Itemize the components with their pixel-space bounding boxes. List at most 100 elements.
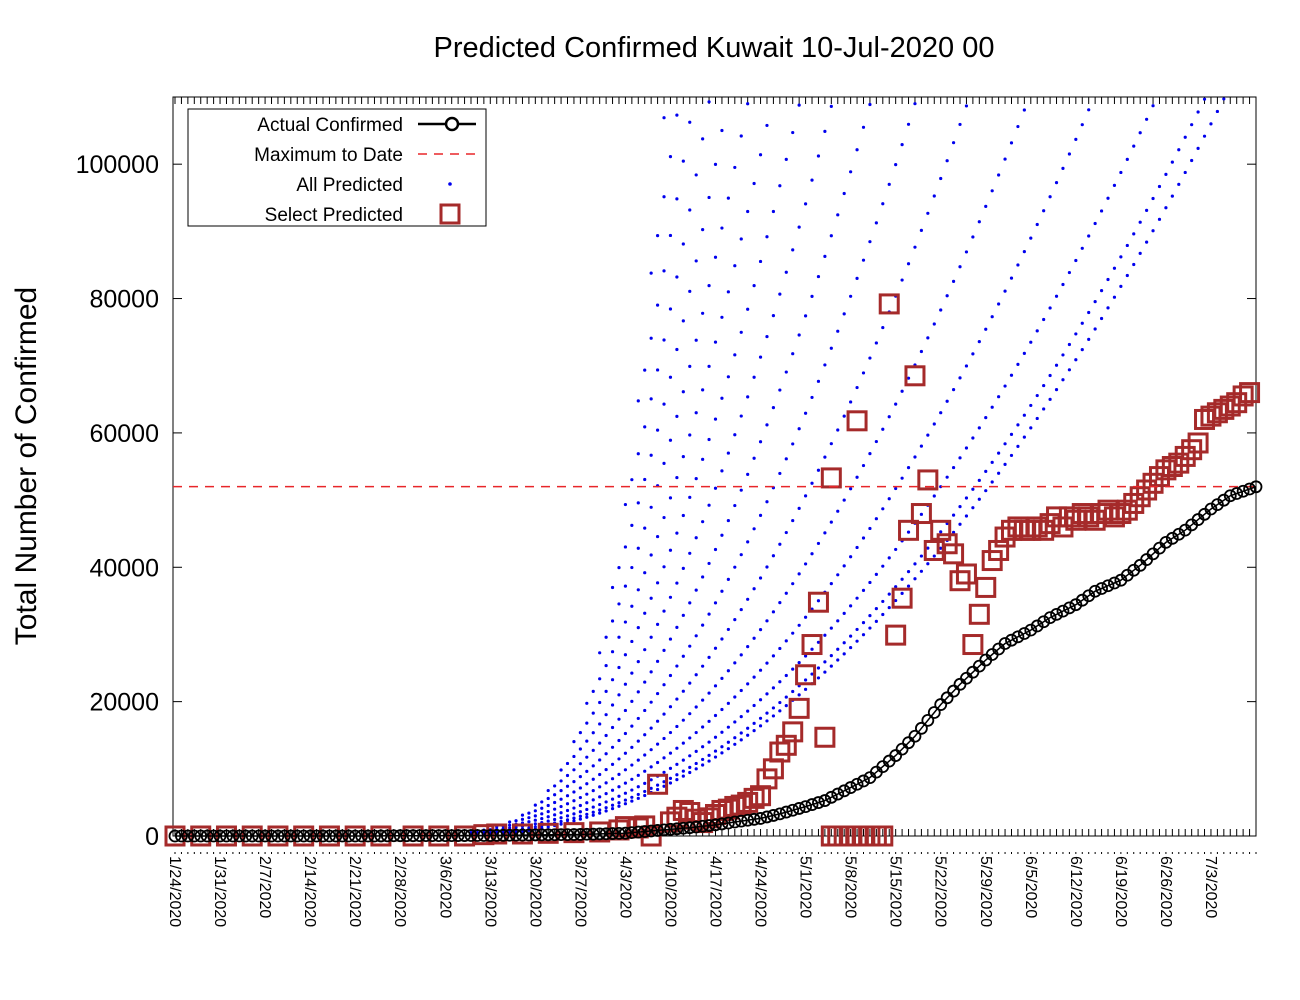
all-predicted-point — [694, 761, 698, 766]
all-predicted-point — [926, 336, 930, 340]
select-predicted-point — [891, 587, 913, 609]
all-predicted-point — [932, 422, 936, 426]
select-predicted-point — [1168, 452, 1190, 474]
all-predicted-point — [1003, 462, 1007, 467]
all-predicted-point — [803, 654, 808, 658]
all-predicted-point — [881, 612, 885, 617]
all-predicted-point — [572, 790, 576, 794]
all-predicted-point — [636, 796, 640, 800]
actual-confirmed-point — [1243, 482, 1256, 496]
all-predicted-point — [894, 585, 898, 589]
actual-confirmed-point — [1165, 531, 1179, 545]
all-predicted-point — [849, 400, 853, 404]
all-predicted-point — [559, 779, 563, 783]
all-predicted-point — [733, 433, 737, 437]
all-predicted-point — [675, 475, 679, 480]
all-predicted-point — [746, 709, 750, 713]
all-predicted-point — [668, 781, 673, 785]
select-predicted-point — [1239, 382, 1261, 404]
all-predicted-point — [1022, 351, 1026, 355]
all-predicted-point — [1035, 416, 1039, 421]
all-predicted-point — [1119, 284, 1123, 288]
all-predicted-point — [758, 440, 763, 444]
all-predicted-point — [636, 546, 640, 550]
all-predicted-point — [849, 294, 853, 298]
all-predicted-point — [726, 577, 730, 581]
all-predicted-point — [1022, 108, 1026, 112]
all-predicted-point — [720, 751, 724, 755]
all-predicted-point — [971, 235, 975, 239]
all-predicted-point — [604, 781, 608, 785]
all-predicted-point — [655, 760, 660, 765]
all-predicted-point — [823, 363, 827, 367]
all-predicted-point — [752, 729, 756, 733]
actual-confirmed-point — [728, 815, 742, 829]
all-predicted-point — [591, 805, 595, 809]
all-predicted-point — [681, 566, 685, 571]
all-predicted-point — [733, 353, 737, 357]
all-predicted-point — [662, 116, 666, 120]
all-predicted-point — [990, 480, 994, 484]
all-predicted-point — [604, 663, 608, 668]
all-predicted-point — [739, 488, 743, 492]
actual-confirmed-point — [927, 706, 941, 719]
all-predicted-point — [945, 159, 949, 163]
all-predicted-point — [559, 819, 563, 824]
all-predicted-point — [1080, 246, 1084, 250]
all-predicted-point — [553, 813, 557, 817]
all-predicted-point — [906, 262, 911, 266]
all-predicted-point — [630, 788, 634, 792]
all-predicted-point — [591, 748, 595, 752]
all-predicted-point — [1022, 250, 1026, 254]
all-predicted-point — [520, 813, 525, 817]
all-predicted-point — [926, 211, 930, 215]
actual-confirmed-point — [1172, 527, 1186, 541]
all-predicted-point — [668, 751, 673, 755]
select-predicted-point — [910, 503, 932, 525]
all-predicted-point — [694, 536, 698, 540]
all-predicted-point — [578, 747, 582, 751]
all-predicted-point — [1054, 181, 1059, 185]
all-predicted-point — [604, 635, 608, 639]
all-predicted-point — [662, 648, 666, 652]
all-predicted-point — [643, 781, 647, 785]
all-predicted-point — [668, 438, 673, 442]
all-predicted-point — [778, 700, 782, 705]
all-predicted-point — [559, 816, 563, 820]
x-tick-label: 4/17/2020 — [707, 856, 724, 927]
all-predicted-point — [836, 619, 840, 623]
all-predicted-point — [984, 327, 988, 331]
all-predicted-point — [803, 678, 808, 682]
x-tick-label: 2/28/2020 — [391, 856, 408, 927]
all-predicted-point — [662, 683, 666, 687]
actual-confirmed-point — [1159, 535, 1173, 549]
all-predicted-point — [1119, 170, 1123, 175]
all-predicted-point — [720, 745, 724, 749]
all-predicted-point — [803, 562, 808, 566]
all-predicted-point — [604, 752, 608, 756]
all-predicted-point — [797, 333, 801, 337]
chart-title: Predicted Confirmed Kuwait 10-Jul-2020 0… — [434, 32, 995, 64]
all-predicted-point — [1016, 263, 1020, 267]
actual-confirmed-point — [1249, 480, 1263, 494]
all-predicted-point — [849, 170, 853, 174]
all-predicted-point — [675, 762, 679, 766]
all-predicted-point — [829, 346, 833, 350]
all-predicted-point — [655, 659, 660, 663]
all-predicted-point — [752, 456, 756, 460]
all-predicted-point — [939, 530, 943, 534]
all-predicted-point — [913, 562, 917, 566]
all-predicted-point — [816, 666, 821, 670]
all-predicted-point — [662, 461, 666, 465]
all-predicted-point — [855, 475, 859, 479]
all-predicted-point — [855, 627, 859, 632]
all-predicted-point — [681, 390, 685, 394]
all-predicted-point — [578, 814, 582, 818]
all-predicted-point — [752, 636, 756, 640]
all-predicted-point — [643, 708, 647, 713]
all-predicted-point — [842, 564, 846, 568]
all-predicted-point — [546, 819, 550, 823]
actual-confirmed-point — [837, 784, 851, 798]
all-predicted-point — [623, 798, 628, 802]
all-predicted-point — [752, 375, 756, 379]
